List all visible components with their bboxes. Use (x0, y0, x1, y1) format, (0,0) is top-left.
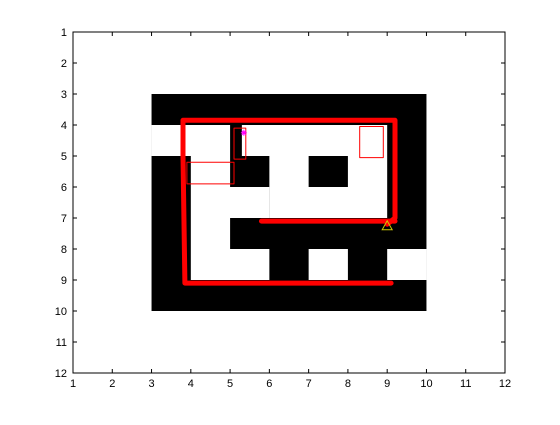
maze-open-cell (151, 125, 231, 156)
x-tick-label: 4 (188, 378, 194, 390)
y-tick-label: 2 (61, 58, 67, 70)
y-tick-label: 9 (61, 275, 67, 287)
marker-layer (240, 129, 394, 231)
maze-open-cell (347, 156, 388, 187)
maze-open-cell (387, 249, 427, 280)
axes-frame (72, 31, 506, 374)
x-tick-label: 3 (148, 378, 154, 390)
maze-open-cell (241, 125, 388, 156)
goal-triangle-marker (381, 219, 394, 231)
x-tick-label: 10 (420, 378, 432, 390)
maze-open-cell (190, 187, 270, 218)
x-tick-label: 5 (227, 378, 233, 390)
y-tick-label: 12 (55, 368, 67, 380)
y-tick-label: 11 (56, 337, 67, 349)
path-series-line (186, 161, 235, 185)
x-tick-label: 9 (384, 378, 390, 390)
y-tick-label: 3 (61, 89, 67, 101)
maze-open-cell (190, 218, 231, 249)
y-tick-label: 8 (61, 244, 67, 256)
maze-open-cell (269, 156, 309, 187)
x-axis: 1 2 3 4 5 6 7 8 9 10 11 12 (70, 32, 511, 390)
maze-open-cell (269, 187, 388, 218)
x-tick-label: 6 (266, 378, 272, 390)
maze-layer (151, 94, 427, 311)
x-tick-label: 12 (499, 378, 511, 390)
path-series-line (359, 126, 384, 159)
x-tick-label: 2 (109, 378, 115, 390)
y-tick-label: 1 (61, 27, 67, 39)
maze-open-cell (190, 249, 270, 280)
y-tick-label: 10 (55, 306, 67, 318)
maze-open-cell (308, 249, 348, 280)
x-tick-label: 1 (70, 378, 76, 390)
maze-open-cell (190, 156, 231, 187)
y-tick-label: 6 (61, 182, 67, 194)
path-series-line (180, 117, 398, 286)
path-series-line (233, 127, 247, 160)
x-tick-label: 11 (460, 378, 471, 390)
x-tick-label: 7 (306, 378, 312, 390)
path-series-layer (180, 117, 398, 286)
y-tick-label: 4 (61, 120, 67, 132)
y-tick-label: 5 (61, 151, 67, 163)
x-tick-label: 8 (345, 378, 351, 390)
start-star-marker (240, 129, 247, 136)
y-tick-label: 7 (61, 213, 67, 225)
